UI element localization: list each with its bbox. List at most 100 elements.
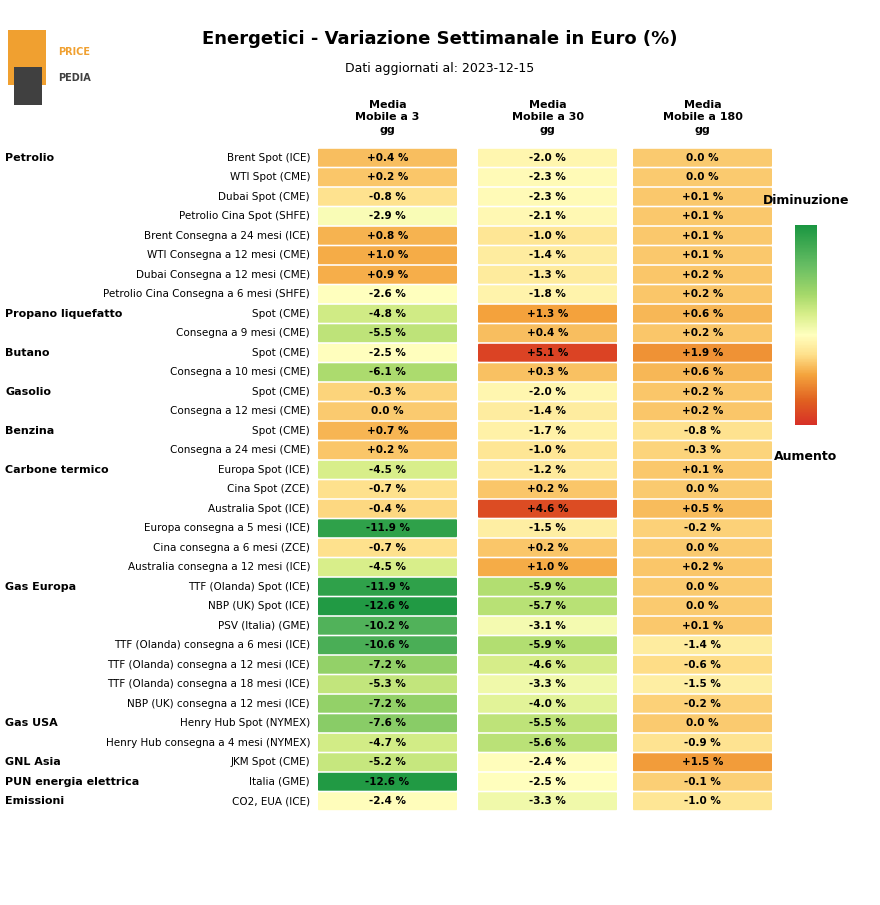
Text: Australia consegna a 12 mesi (ICE): Australia consegna a 12 mesi (ICE) <box>128 562 310 572</box>
Text: -3.1 %: -3.1 % <box>529 621 566 631</box>
FancyBboxPatch shape <box>318 442 457 459</box>
Text: +0.1 %: +0.1 % <box>682 211 723 221</box>
FancyBboxPatch shape <box>318 773 457 791</box>
Text: +0.1 %: +0.1 % <box>682 465 723 475</box>
FancyBboxPatch shape <box>318 519 457 538</box>
Text: +0.2 %: +0.2 % <box>367 445 408 455</box>
FancyBboxPatch shape <box>478 734 617 752</box>
FancyBboxPatch shape <box>478 695 617 713</box>
Text: PEDIA: PEDIA <box>58 73 91 83</box>
FancyBboxPatch shape <box>633 461 772 479</box>
Text: -10.2 %: -10.2 % <box>365 621 409 631</box>
FancyBboxPatch shape <box>318 207 457 225</box>
FancyBboxPatch shape <box>478 636 617 654</box>
Text: -12.6 %: -12.6 % <box>365 776 409 786</box>
FancyBboxPatch shape <box>318 656 457 673</box>
FancyBboxPatch shape <box>478 383 617 401</box>
FancyBboxPatch shape <box>478 461 617 479</box>
FancyBboxPatch shape <box>478 656 617 673</box>
FancyBboxPatch shape <box>478 168 617 186</box>
Text: -7.6 %: -7.6 % <box>369 719 406 729</box>
FancyBboxPatch shape <box>318 168 457 186</box>
Text: -4.5 %: -4.5 % <box>369 562 406 572</box>
Text: -5.3 %: -5.3 % <box>369 680 406 690</box>
Text: Cina Spot (ZCE): Cina Spot (ZCE) <box>227 484 310 494</box>
FancyBboxPatch shape <box>318 422 457 440</box>
Text: -0.9 %: -0.9 % <box>684 738 721 748</box>
Text: Spot (CME): Spot (CME) <box>253 348 310 357</box>
FancyBboxPatch shape <box>478 148 617 167</box>
FancyBboxPatch shape <box>318 383 457 401</box>
Text: CO2, EUA (ICE): CO2, EUA (ICE) <box>231 796 310 806</box>
Text: -1.3 %: -1.3 % <box>529 270 566 280</box>
Text: -1.7 %: -1.7 % <box>529 425 566 435</box>
FancyBboxPatch shape <box>318 344 457 362</box>
FancyBboxPatch shape <box>318 324 457 342</box>
FancyBboxPatch shape <box>478 305 617 323</box>
FancyBboxPatch shape <box>633 481 772 498</box>
FancyBboxPatch shape <box>478 577 617 595</box>
Text: Consegna a 12 mesi (CME): Consegna a 12 mesi (CME) <box>170 406 310 416</box>
Text: Petrolio Cina Spot (SHFE): Petrolio Cina Spot (SHFE) <box>180 211 310 221</box>
Text: NBP (UK) Spot (ICE): NBP (UK) Spot (ICE) <box>209 601 310 611</box>
FancyBboxPatch shape <box>318 363 457 381</box>
Text: NBP (UK) consegna a 12 mesi (ICE): NBP (UK) consegna a 12 mesi (ICE) <box>128 699 310 709</box>
Text: +0.2 %: +0.2 % <box>682 386 723 396</box>
Text: Media
Mobile a 180
gg: Media Mobile a 180 gg <box>663 100 743 135</box>
Text: Gasolio: Gasolio <box>5 386 51 396</box>
Text: -3.3 %: -3.3 % <box>529 796 566 806</box>
Text: +0.9 %: +0.9 % <box>367 270 408 280</box>
Text: Gas Europa: Gas Europa <box>5 582 77 592</box>
FancyBboxPatch shape <box>478 227 617 244</box>
FancyBboxPatch shape <box>633 538 772 557</box>
Text: Emissioni: Emissioni <box>5 796 64 806</box>
Text: +4.6 %: +4.6 % <box>527 504 568 514</box>
FancyBboxPatch shape <box>633 792 772 810</box>
FancyBboxPatch shape <box>633 734 772 752</box>
FancyBboxPatch shape <box>633 422 772 440</box>
Text: -0.4 %: -0.4 % <box>369 504 406 514</box>
FancyBboxPatch shape <box>478 753 617 771</box>
Text: -2.1 %: -2.1 % <box>529 211 566 221</box>
Text: +1.0 %: +1.0 % <box>367 251 408 261</box>
Text: -5.5 %: -5.5 % <box>529 719 566 729</box>
FancyBboxPatch shape <box>318 695 457 713</box>
Text: -4.0 %: -4.0 % <box>529 699 566 709</box>
Text: TTF (Olanda) consegna a 6 mesi (ICE): TTF (Olanda) consegna a 6 mesi (ICE) <box>114 640 310 651</box>
Text: -0.7 %: -0.7 % <box>369 484 406 494</box>
Text: -11.9 %: -11.9 % <box>365 582 409 592</box>
Text: -5.5 %: -5.5 % <box>369 329 406 338</box>
Text: -4.8 %: -4.8 % <box>369 309 406 319</box>
Text: -2.0 %: -2.0 % <box>529 153 566 163</box>
FancyBboxPatch shape <box>318 305 457 323</box>
Text: -0.3 %: -0.3 % <box>369 386 406 396</box>
Text: -4.6 %: -4.6 % <box>529 660 566 670</box>
FancyBboxPatch shape <box>318 792 457 810</box>
Text: -12.6 %: -12.6 % <box>365 601 409 611</box>
Text: Aumento: Aumento <box>774 450 838 463</box>
Text: -2.0 %: -2.0 % <box>529 386 566 396</box>
FancyBboxPatch shape <box>318 597 457 615</box>
Text: +0.2 %: +0.2 % <box>682 270 723 280</box>
Text: Media
Mobile a 3
gg: Media Mobile a 3 gg <box>356 100 420 135</box>
Text: +0.1 %: +0.1 % <box>682 621 723 631</box>
Bar <box>14 67 42 105</box>
Text: 0.0 %: 0.0 % <box>686 719 719 729</box>
FancyBboxPatch shape <box>633 324 772 342</box>
Text: -5.6 %: -5.6 % <box>529 738 566 748</box>
Text: PSV (Italia) (GME): PSV (Italia) (GME) <box>218 621 310 631</box>
Text: -0.2 %: -0.2 % <box>684 523 721 533</box>
Text: -3.3 %: -3.3 % <box>529 680 566 690</box>
Text: +0.1 %: +0.1 % <box>682 251 723 261</box>
FancyBboxPatch shape <box>633 773 772 791</box>
Text: TTF (Olanda) consegna a 18 mesi (ICE): TTF (Olanda) consegna a 18 mesi (ICE) <box>107 680 310 690</box>
Text: TTF (Olanda) Spot (ICE): TTF (Olanda) Spot (ICE) <box>188 582 310 592</box>
Text: +0.5 %: +0.5 % <box>682 504 723 514</box>
FancyBboxPatch shape <box>633 675 772 693</box>
Text: -0.2 %: -0.2 % <box>684 699 721 709</box>
Text: -1.0 %: -1.0 % <box>529 231 566 241</box>
Text: PRICE: PRICE <box>58 47 90 57</box>
Text: WTI Spot (CME): WTI Spot (CME) <box>230 172 310 182</box>
FancyBboxPatch shape <box>633 403 772 420</box>
Text: 0.0 %: 0.0 % <box>686 582 719 592</box>
